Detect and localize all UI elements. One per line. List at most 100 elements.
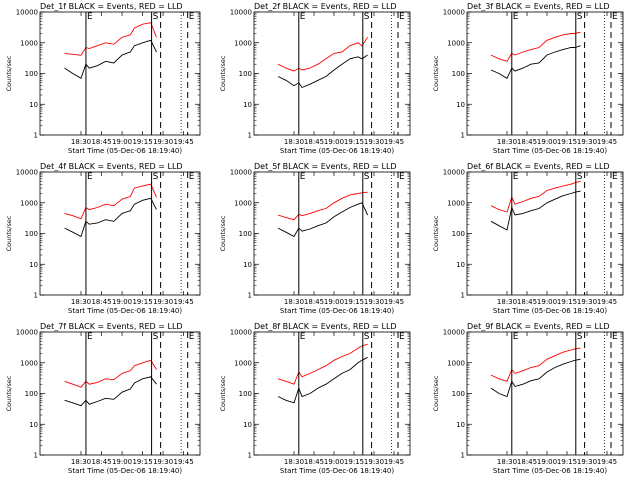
series-line-events bbox=[277, 202, 369, 238]
marker-label: E bbox=[189, 12, 195, 22]
y-tick-label: 1000 bbox=[234, 359, 252, 367]
y-axis-label: Counts/sec bbox=[219, 215, 227, 251]
x-tick-label: 19:30 bbox=[153, 458, 173, 466]
y-axis-label: Counts/sec bbox=[219, 375, 227, 411]
series-line-lld bbox=[64, 22, 157, 56]
x-tick-label: 19:45 bbox=[173, 458, 193, 466]
x-tick-label: 19:15 bbox=[344, 458, 364, 466]
x-tick-label: 19:45 bbox=[384, 298, 404, 306]
x-tick-label: 18:30 bbox=[71, 138, 91, 146]
x-tick-label: 19:00 bbox=[537, 298, 557, 306]
series-line-lld bbox=[64, 183, 157, 220]
x-tick-label: 19:15 bbox=[132, 298, 152, 306]
x-tick-label: 19:45 bbox=[384, 138, 404, 146]
x-tick-label: 18:45 bbox=[517, 458, 537, 466]
y-tick-label: 1000 bbox=[20, 39, 38, 47]
marker-label: E bbox=[300, 12, 306, 22]
x-tick-label: 19:00 bbox=[324, 298, 344, 306]
plot-panel-4: Det_4f BLACK = Events, RED = LLD 1 10 100 10… bbox=[5, 162, 201, 315]
y-tick-label: 10 bbox=[243, 421, 252, 429]
y-tick-label: 1 bbox=[248, 292, 252, 300]
x-tick-label: 19:15 bbox=[132, 458, 152, 466]
y-tick-label: 100 bbox=[452, 230, 465, 238]
y-axis-label: Counts/sec bbox=[5, 375, 13, 411]
x-tick-label: 19:30 bbox=[364, 458, 384, 466]
x-tick-label: 19:15 bbox=[557, 458, 577, 466]
marker-label: E bbox=[612, 12, 618, 22]
x-tick-label: 18:45 bbox=[91, 138, 111, 146]
y-tick-label: 1 bbox=[461, 132, 465, 140]
y-tick-label: 100 bbox=[25, 70, 38, 78]
marker-label: S bbox=[153, 172, 159, 182]
y-tick-label: 10000 bbox=[443, 169, 465, 177]
y-tick-label: 10000 bbox=[16, 9, 38, 17]
y-tick-label: 10000 bbox=[443, 9, 465, 17]
plot-title: Det_3f BLACK = Events, RED = LLD bbox=[467, 2, 610, 11]
y-tick-label: 10 bbox=[29, 261, 38, 269]
marker-label: E bbox=[87, 12, 93, 22]
series-line-lld bbox=[490, 347, 581, 382]
x-tick-label: 18:30 bbox=[497, 458, 517, 466]
marker-label: E bbox=[300, 332, 306, 342]
x-tick-label: 19:15 bbox=[344, 298, 364, 306]
series-line-events bbox=[490, 358, 581, 398]
x-axis-label: Start Time (05-Dec-06 18:19:40) bbox=[68, 307, 182, 315]
marker-label: S bbox=[364, 172, 370, 182]
plot-panel-5: Det_5f BLACK = Events, RED = LLD 1 10 100 10… bbox=[219, 162, 411, 315]
marker-label: E bbox=[513, 172, 519, 182]
y-tick-label: 10 bbox=[243, 261, 252, 269]
y-tick-label: 100 bbox=[239, 230, 252, 238]
plot-title: Det_5f BLACK = Events, RED = LLD bbox=[254, 162, 397, 171]
marker-label: E bbox=[513, 332, 519, 342]
series-line-events bbox=[490, 190, 581, 231]
x-tick-label: 19:00 bbox=[112, 458, 132, 466]
y-tick-label: 10000 bbox=[443, 329, 465, 337]
y-tick-label: 1 bbox=[34, 452, 38, 460]
x-tick-label: 19:30 bbox=[577, 298, 597, 306]
x-tick-label: 18:45 bbox=[91, 458, 111, 466]
y-tick-label: 1000 bbox=[447, 359, 465, 367]
x-tick-label: 19:30 bbox=[577, 458, 597, 466]
y-tick-label: 10 bbox=[456, 261, 465, 269]
plot-panel-2: Det_2f BLACK = Events, RED = LLD 1 10 100 10… bbox=[219, 2, 411, 155]
x-tick-label: 18:45 bbox=[517, 138, 537, 146]
marker-label: E bbox=[612, 172, 618, 182]
y-axis-label: Counts/sec bbox=[432, 55, 440, 91]
x-axis-label: Start Time (05-Dec-06 18:19:40) bbox=[68, 147, 182, 155]
y-tick-label: 1 bbox=[248, 452, 252, 460]
plot-panel-9: Det_9f BLACK = Events, RED = LLD 1 10 100 10… bbox=[432, 322, 624, 475]
x-tick-label: 19:15 bbox=[132, 138, 152, 146]
x-tick-label: 19:45 bbox=[173, 298, 193, 306]
y-axis-label: Counts/sec bbox=[432, 215, 440, 251]
plot-title: Det_9f BLACK = Events, RED = LLD bbox=[467, 322, 610, 331]
x-tick-label: 18:30 bbox=[284, 298, 304, 306]
plot-title: Det_8f BLACK = Events, RED = LLD bbox=[254, 322, 397, 331]
marker-label: E bbox=[87, 332, 93, 342]
series-line-events bbox=[64, 39, 157, 79]
series-line-lld bbox=[490, 180, 581, 213]
x-axis-label: Start Time (05-Dec-06 18:19:40) bbox=[493, 467, 607, 475]
marker-label: S bbox=[577, 172, 583, 182]
x-tick-label: 19:00 bbox=[324, 458, 344, 466]
y-tick-label: 1000 bbox=[20, 359, 38, 367]
marker-label: S bbox=[364, 332, 370, 342]
axes-frame bbox=[39, 11, 201, 136]
marker-label: E bbox=[612, 332, 618, 342]
marker-label: E bbox=[399, 172, 405, 182]
x-axis-label: Start Time (05-Dec-06 18:19:40) bbox=[493, 147, 607, 155]
y-tick-label: 1 bbox=[34, 132, 38, 140]
axes-frame bbox=[253, 11, 411, 136]
x-tick-label: 19:00 bbox=[537, 458, 557, 466]
axes-frame bbox=[466, 331, 624, 456]
x-tick-label: 19:15 bbox=[557, 298, 577, 306]
x-tick-label: 18:30 bbox=[284, 458, 304, 466]
y-tick-label: 100 bbox=[452, 70, 465, 78]
x-tick-label: 18:45 bbox=[91, 298, 111, 306]
y-axis-label: Counts/sec bbox=[5, 55, 13, 91]
plot-title: Det_7f BLACK = Events, RED = LLD bbox=[40, 322, 183, 331]
plot-panel-6: Det_6f BLACK = Events, RED = LLD 1 10 100 10… bbox=[432, 162, 624, 315]
x-tick-label: 19:45 bbox=[173, 138, 193, 146]
axes-frame bbox=[39, 171, 201, 296]
series-line-events bbox=[277, 356, 368, 404]
marker-label: E bbox=[300, 172, 306, 182]
